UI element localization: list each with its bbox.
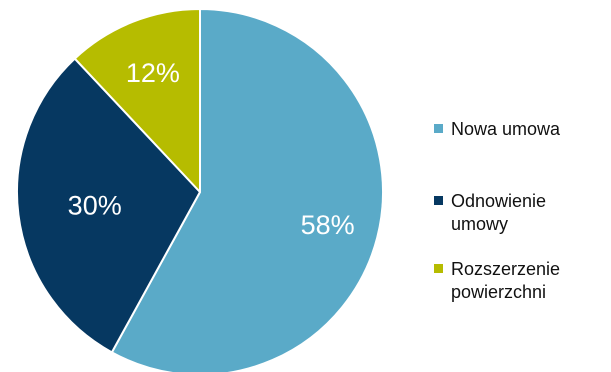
pie-value-labels: 58% 30% 12% bbox=[68, 58, 355, 240]
pie-slice-rozszerzenie-powierzchni bbox=[73, 8, 201, 193]
pie-value-label-odnowienie-umowy: 30% bbox=[68, 190, 122, 220]
legend-item-nowa-umowa: Nowa umowa bbox=[434, 118, 560, 141]
legend-swatch-nowa-umowa bbox=[434, 124, 443, 133]
pie-slice-odnowienie-umowy bbox=[16, 57, 201, 354]
legend-item-rozszerzenie-powierzchni: Rozszerzenie powierzchni bbox=[434, 258, 560, 304]
legend-label-nowa-umowa: Nowa umowa bbox=[451, 119, 561, 139]
pie-value-label-rozszerzenie-powierzchni: 12% bbox=[126, 58, 180, 88]
legend-label-odnowienie-umowy: Odnowienie umowy bbox=[451, 191, 547, 234]
pie-slices bbox=[16, 8, 384, 372]
pie-value-label-nowa-umowa: 58% bbox=[301, 210, 355, 240]
legend-swatch-rozszerzenie-powierzchni bbox=[434, 264, 443, 273]
pie-slice-nowa-umowa bbox=[110, 8, 384, 372]
legend-label-rozszerzenie-powierzchni: Rozszerzenie powierzchni bbox=[451, 259, 561, 302]
legend-swatch-odnowienie-umowy bbox=[434, 196, 443, 205]
legend-item-odnowienie-umowy: Odnowienie umowy bbox=[434, 190, 546, 236]
